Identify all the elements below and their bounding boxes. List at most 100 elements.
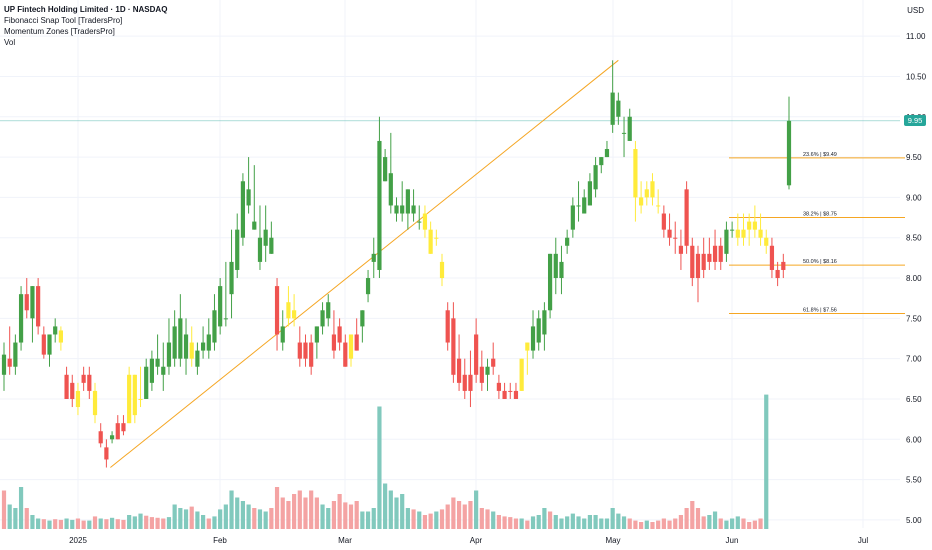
volume-bar <box>616 513 621 529</box>
volume-bar <box>280 497 285 529</box>
volume-bar <box>92 516 98 529</box>
candle-body <box>178 318 183 359</box>
volume-bar <box>75 518 81 529</box>
volume-bar <box>479 508 484 529</box>
volume-bar <box>7 504 12 529</box>
candle-body <box>434 237 439 239</box>
candle-body <box>41 334 46 355</box>
candle-body <box>383 157 388 182</box>
volume-bar <box>297 490 302 529</box>
volume-bar <box>189 506 194 529</box>
candle-body <box>508 390 513 392</box>
volume-bar <box>565 516 570 529</box>
volume-bar <box>718 518 723 529</box>
volume-bar <box>337 494 342 529</box>
candle-body <box>155 358 160 367</box>
volume-bar <box>758 518 763 529</box>
volume-bar <box>752 520 757 529</box>
candle-body <box>474 334 479 375</box>
candle-body <box>53 326 58 335</box>
candle-body <box>320 310 325 327</box>
volume-bar <box>212 516 217 529</box>
candle-body <box>229 261 234 295</box>
volume-bar <box>530 516 536 529</box>
volume-bar <box>172 504 177 529</box>
candle-body <box>701 253 706 270</box>
volume-bar <box>223 504 228 529</box>
candle-body <box>519 358 524 391</box>
volume-bar <box>274 487 280 529</box>
volume-bar <box>24 508 29 529</box>
candle-body <box>542 310 547 335</box>
candle-body <box>257 237 263 262</box>
candle-body <box>616 100 621 117</box>
indicator-momentum[interactable]: Momentum Zones [TradersPro] <box>4 27 115 36</box>
volume-bar <box>593 515 598 529</box>
x-tick-label: 2025 <box>69 536 87 545</box>
candle-body <box>428 229 433 254</box>
candle-body <box>13 342 18 367</box>
candle-body <box>115 423 120 440</box>
indicator-volume[interactable]: Vol <box>4 38 16 47</box>
candle-body <box>411 205 416 214</box>
volume-bar <box>496 515 501 529</box>
volume-bar <box>309 490 314 529</box>
candle-body <box>576 205 581 207</box>
candle-body <box>752 221 757 230</box>
candle-body <box>786 120 792 186</box>
volume-bar <box>47 520 52 529</box>
volume-bar <box>269 508 274 529</box>
candle-body <box>326 302 331 319</box>
candle-body <box>121 423 126 432</box>
currency-label[interactable]: USD <box>907 6 924 15</box>
volume-bar <box>690 501 695 529</box>
volume-bar <box>610 508 615 529</box>
volume-bar <box>485 509 490 529</box>
candle-body <box>769 245 775 270</box>
candle-body <box>30 286 35 319</box>
fib-level-label: 61.8% | $7.56 <box>803 308 837 314</box>
candle-body <box>195 350 200 367</box>
candle-body <box>87 374 92 391</box>
volume-bar <box>132 516 137 529</box>
y-tick-label: 5.50 <box>906 476 922 485</box>
y-tick-label: 11.00 <box>906 32 926 41</box>
candle-body <box>451 318 456 375</box>
volume-bar <box>377 406 382 529</box>
y-tick-label: 8.00 <box>906 274 922 283</box>
candle-body <box>496 382 501 391</box>
volume-bar <box>570 513 575 529</box>
fibonacci-levels: 23.6% | $9.49 38.2% | $8.75 50.0% | $8.16 6… <box>0 59 905 468</box>
y-tick-label: 8.50 <box>906 234 922 243</box>
volume-bar <box>235 497 240 529</box>
candlesticks <box>1 60 792 468</box>
candle-body <box>644 189 649 198</box>
volume-bar <box>468 501 473 529</box>
candle-body <box>735 229 740 238</box>
volume-bar <box>183 509 189 529</box>
candle-body <box>684 189 689 246</box>
volume-bar <box>155 517 160 529</box>
candle-body <box>365 278 371 295</box>
volume-bar <box>735 516 740 529</box>
y-tick-label: 10.50 <box>906 72 927 81</box>
candle-body <box>536 318 541 343</box>
volume-bar <box>252 508 257 529</box>
volume-bar <box>371 508 376 529</box>
y-tick-label: 6.00 <box>906 435 922 444</box>
volume-bar <box>422 515 428 529</box>
candle-body <box>263 229 268 246</box>
candle-body <box>610 92 615 125</box>
volume-bar <box>127 515 132 529</box>
volume-bar <box>445 504 450 529</box>
volume-bar <box>365 511 371 529</box>
volume-bar <box>747 522 752 529</box>
candle-body <box>678 245 684 254</box>
volume-bar <box>257 509 263 529</box>
volume-bar <box>64 518 69 529</box>
volume-bar <box>456 501 462 529</box>
indicator-fibonacci[interactable]: Fibonacci Snap Tool [TradersPro] <box>4 16 123 25</box>
swing-trendline <box>110 59 619 468</box>
candle-body <box>718 245 723 262</box>
